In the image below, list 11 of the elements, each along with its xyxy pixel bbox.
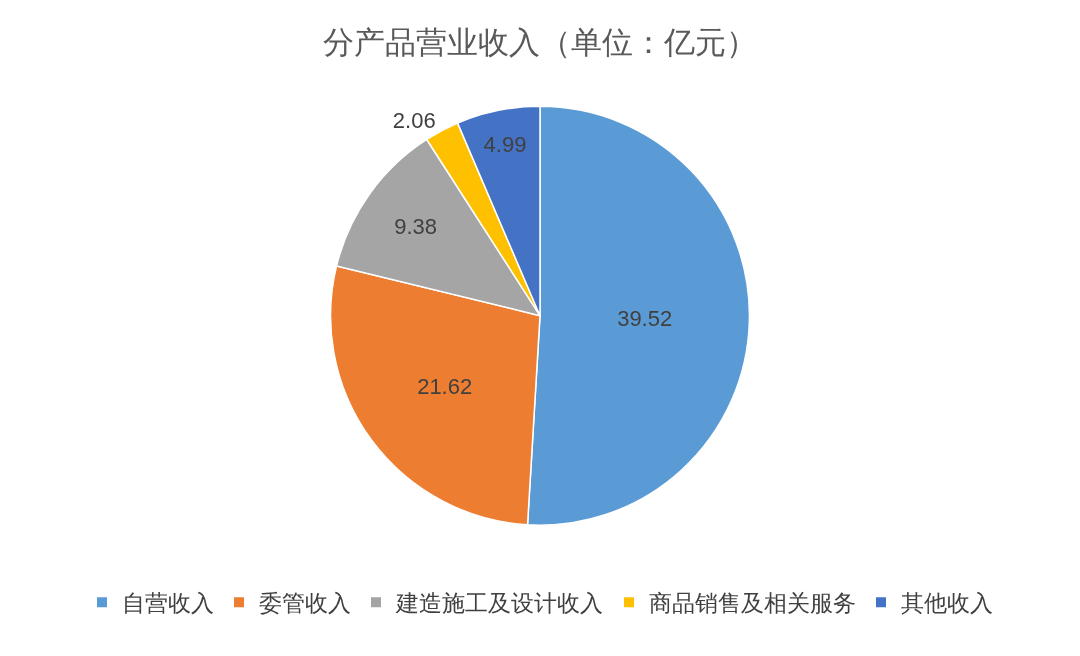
legend-label: 委管收入 [259, 590, 351, 617]
legend-label: 其他收入 [901, 590, 993, 617]
legend-label: 商品销售及相关服务 [649, 590, 856, 617]
legend-label: 自营收入 [122, 590, 214, 617]
data-label: 2.06 [392, 108, 436, 134]
data-label: 39.52 [617, 306, 673, 332]
data-label: 4.99 [483, 132, 527, 158]
data-label: 9.38 [394, 214, 438, 240]
data-label: 21.62 [417, 373, 473, 399]
legend-label: 建造施工及设计收入 [395, 590, 603, 617]
chart-title: 分产品营业收入（单位：亿元） [323, 25, 757, 61]
